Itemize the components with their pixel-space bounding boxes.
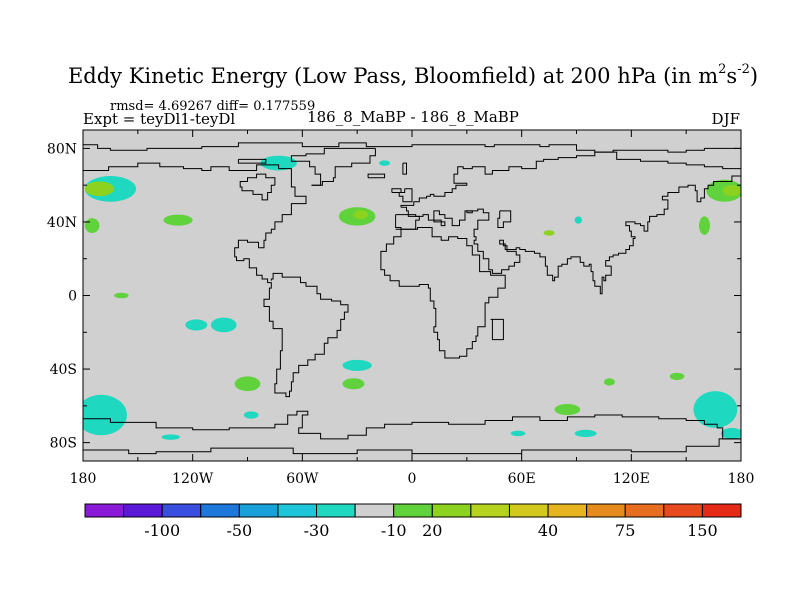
subtitle-label: 186_8_MaBP - 186_8_MaBP <box>307 108 519 126</box>
season-label: DJF <box>712 110 740 128</box>
colorbar-label-7: 150 <box>687 521 718 540</box>
colorbar-swatch-6 <box>316 503 356 518</box>
anomaly-patch-21 <box>698 216 710 235</box>
anomaly-patch-11 <box>342 359 372 371</box>
x-tick-label-2: 60W <box>286 471 319 487</box>
colorbar-swatch-11 <box>508 503 549 518</box>
chart-title: Eddy Kinetic Energy (Low Pass, Bloomfiel… <box>68 62 758 88</box>
colorbar-swatch-0 <box>84 503 125 518</box>
colorbar-label-5: 40 <box>538 521 558 540</box>
colorbar-label-1: -50 <box>226 521 252 540</box>
anomaly-patch-16 <box>83 394 127 436</box>
coastline-layer <box>83 142 741 455</box>
anomaly-patch-28 <box>543 230 555 236</box>
y-tick-label-4: 80S <box>50 436 77 452</box>
anomaly-patch-10 <box>379 160 391 166</box>
anomaly-patch-22 <box>554 403 581 416</box>
anomaly-patch-9 <box>353 209 369 220</box>
x-tick-label-1: 120W <box>172 471 214 487</box>
y-tick-label-0: 80N <box>47 141 77 157</box>
anomaly-patch-3 <box>163 214 193 226</box>
coastline-15 <box>466 210 473 214</box>
anomaly-patch-1 <box>84 181 115 197</box>
coastline-16 <box>497 210 512 228</box>
colorbar-swatch-5 <box>277 503 318 518</box>
x-tick-label-0: 180 <box>70 471 97 487</box>
colorbar-swatch-15 <box>663 503 703 518</box>
colorbar-label-0: -100 <box>144 521 180 540</box>
coastline-0 <box>83 142 741 153</box>
anomaly-patch-27 <box>574 216 582 224</box>
anomaly-patch-4 <box>114 292 129 299</box>
anomaly-patch-26 <box>669 372 685 381</box>
y-tick-label-2: 0 <box>68 289 77 305</box>
coastline-3 <box>239 173 276 201</box>
anomaly-patch-24 <box>510 430 526 437</box>
colorbar-swatch-12 <box>547 503 588 518</box>
colorbar-swatch-10 <box>470 503 510 518</box>
coastline-12 <box>490 318 504 341</box>
coastline-5 <box>290 147 376 186</box>
colorbar-swatch-16 <box>701 503 742 518</box>
colorbar-swatch-8 <box>393 503 433 518</box>
colorbar-swatch-1 <box>123 503 163 518</box>
anomaly-layer <box>83 155 741 440</box>
coastline-2 <box>237 158 267 164</box>
colorbar-swatch-2 <box>161 503 202 518</box>
colorbar-swatch-3 <box>200 503 240 518</box>
anomaly-patch-14 <box>243 411 259 419</box>
coastline-11 <box>380 227 506 359</box>
anomaly-patch-6 <box>210 317 237 333</box>
coastline-13 <box>400 151 741 208</box>
coastline-4 <box>311 148 376 186</box>
anomaly-patch-12 <box>342 378 365 390</box>
expt-label: Expt = teyDl1-teyDl <box>83 110 235 128</box>
anomaly-patch-2 <box>84 218 100 233</box>
coastline-1 <box>83 162 349 398</box>
colorbar-swatch-9 <box>431 503 472 518</box>
anomaly-patch-7 <box>260 155 297 171</box>
colorbar: -100 -50 -30 -10 20 40 75 150 <box>84 503 742 540</box>
coastline-14 <box>401 175 741 295</box>
coastline-18 <box>83 438 741 455</box>
y-tick-label-1: 40N <box>47 215 77 231</box>
colorbar-swatch-7 <box>354 503 395 518</box>
anomaly-patch-17 <box>693 391 738 428</box>
colorbar-swatch-13 <box>586 503 626 518</box>
x-tick-label-5: 120E <box>613 471 650 487</box>
coastline-7 <box>391 188 402 193</box>
coastline-9 <box>398 188 413 203</box>
anomaly-patch-15 <box>161 434 180 440</box>
anomaly-patch-18 <box>720 427 741 439</box>
colorbar-label-4: 20 <box>422 521 442 540</box>
colorbar-swatch-14 <box>624 503 665 518</box>
coastline-6 <box>367 173 386 179</box>
x-tick-label-3: 0 <box>408 471 417 487</box>
y-tick-label-3: 40S <box>50 362 77 378</box>
colorbar-label-3: -10 <box>381 521 407 540</box>
anomaly-patch-25 <box>603 378 615 386</box>
x-tick-label-6: 180 <box>728 471 755 487</box>
coastline-10 <box>395 214 420 230</box>
coastline-17 <box>83 410 741 440</box>
anomaly-patch-23 <box>574 429 597 438</box>
anomaly-patch-13 <box>234 376 261 392</box>
colorbar-swatch-4 <box>238 503 279 518</box>
anomaly-patch-5 <box>185 319 208 331</box>
stats-label: rmsd= 4.69267 diff= 0.177559 <box>110 99 315 114</box>
anomaly-patch-20 <box>722 185 741 197</box>
map-background <box>83 130 741 461</box>
colorbar-label-2: -30 <box>304 521 330 540</box>
coastline-8 <box>402 162 407 175</box>
colorbar-label-6: 75 <box>615 521 635 540</box>
x-tick-label-4: 60E <box>508 471 536 487</box>
axis-ticks: 180 120W 60W 0 60E 120E 180 80N 40N 0 40S 80S <box>47 130 754 487</box>
